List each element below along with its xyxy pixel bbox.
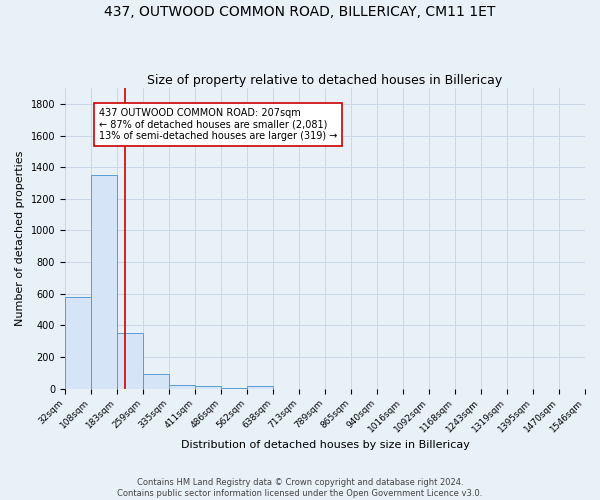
Text: Contains HM Land Registry data © Crown copyright and database right 2024.
Contai: Contains HM Land Registry data © Crown c… bbox=[118, 478, 482, 498]
Bar bbox=[169, 384, 195, 388]
Text: 437 OUTWOOD COMMON ROAD: 207sqm
← 87% of detached houses are smaller (2,081)
13%: 437 OUTWOOD COMMON ROAD: 207sqm ← 87% of… bbox=[99, 108, 337, 141]
Bar bbox=[143, 374, 169, 388]
Bar bbox=[65, 297, 91, 388]
Text: 437, OUTWOOD COMMON ROAD, BILLERICAY, CM11 1ET: 437, OUTWOOD COMMON ROAD, BILLERICAY, CM… bbox=[104, 5, 496, 19]
Bar bbox=[195, 386, 221, 388]
Title: Size of property relative to detached houses in Billericay: Size of property relative to detached ho… bbox=[148, 74, 503, 87]
Y-axis label: Number of detached properties: Number of detached properties bbox=[15, 150, 25, 326]
Bar bbox=[91, 175, 117, 388]
Bar bbox=[117, 333, 143, 388]
X-axis label: Distribution of detached houses by size in Billericay: Distribution of detached houses by size … bbox=[181, 440, 469, 450]
Bar bbox=[247, 386, 273, 388]
